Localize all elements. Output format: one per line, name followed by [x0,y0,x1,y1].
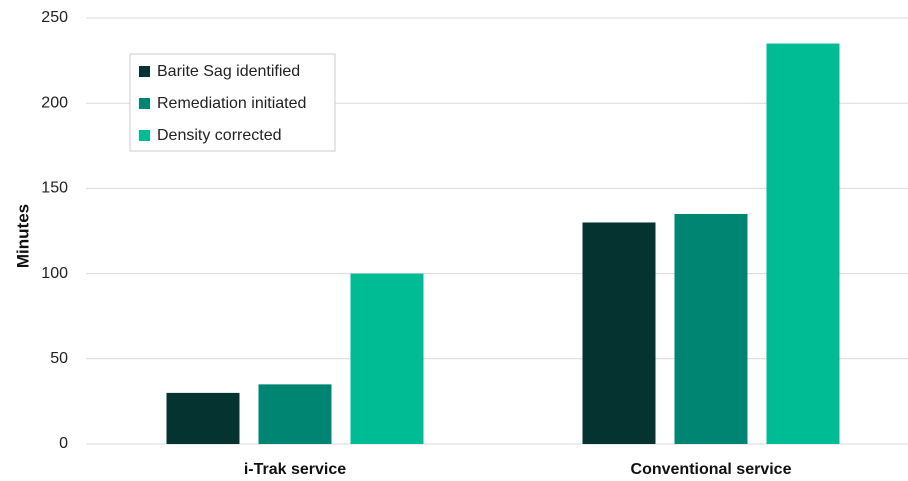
legend: Barite Sag identified Remediation initiat… [129,53,336,152]
legend-box [129,53,336,152]
bar [166,392,240,444]
legend-label: Remediation initiated [157,95,306,112]
bar [350,273,424,444]
y-tick-label: 200 [41,94,68,111]
y-tick-label: 100 [41,265,68,282]
legend-swatch [139,98,150,109]
bars [166,43,840,445]
y-tick-label: 50 [50,350,68,367]
bar [258,384,332,444]
legend-swatch [139,66,150,77]
y-tick-label: 0 [59,435,68,452]
x-category-labels: i-Trak service Conventional service [244,461,792,478]
legend-items: Barite Sag identified Remediation initiat… [139,63,306,144]
legend-label: Barite Sag identified [157,63,300,80]
y-tick-label: 250 [41,9,68,26]
x-category-label: Conventional service [631,461,792,478]
bar [582,222,656,444]
x-category-label: i-Trak service [244,461,346,478]
y-tick-labels: 0 50 100 150 200 250 [41,9,68,452]
legend-swatch [139,130,150,141]
y-tick-label: 150 [41,180,68,197]
legend-label: Density corrected [157,127,282,144]
y-axis-title: Minutes [13,204,32,268]
bar [674,213,748,444]
bar [766,43,840,445]
